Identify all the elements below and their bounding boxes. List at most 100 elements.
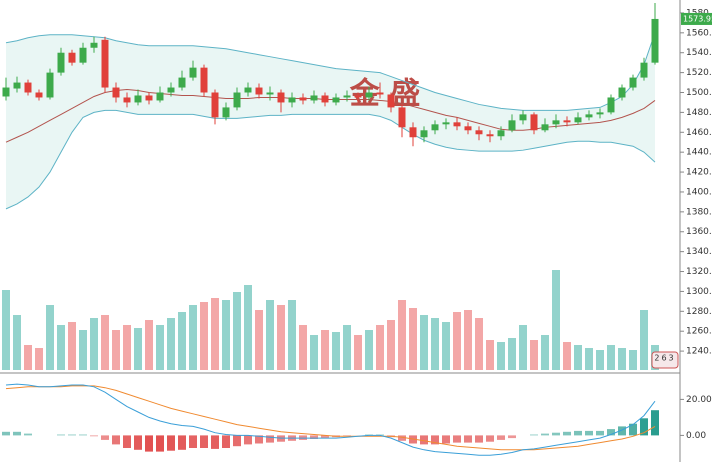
macd-bar xyxy=(57,434,65,436)
volume-bar xyxy=(200,302,208,370)
macd-bar xyxy=(156,435,164,452)
candle-body xyxy=(354,95,362,98)
candle-body xyxy=(409,127,417,138)
volume-bar xyxy=(387,320,395,370)
volume-bar xyxy=(640,310,648,370)
candle-body xyxy=(629,77,637,88)
badge-label: 263 xyxy=(654,354,675,363)
macd-bar xyxy=(475,435,483,443)
dea-line xyxy=(5,385,656,451)
volume-bar xyxy=(299,325,307,370)
candle-body xyxy=(398,107,406,128)
macd-bar xyxy=(574,430,582,436)
candle-body xyxy=(453,122,461,127)
volume-bar xyxy=(90,318,98,370)
y-tick-label: 1320.00 xyxy=(686,267,712,277)
volume-bar xyxy=(475,318,483,370)
volume-bar xyxy=(354,335,362,370)
y-tick-label: 1440.00 xyxy=(686,148,712,158)
candle-body xyxy=(46,72,54,98)
y-tick-label: 20.00 xyxy=(686,395,712,405)
macd-bar xyxy=(552,432,560,436)
y-tick-label: 1260.00 xyxy=(686,327,712,337)
candle-body xyxy=(255,87,263,95)
candle-body xyxy=(145,95,153,101)
candle-body xyxy=(618,87,626,98)
macd-bar xyxy=(508,435,516,439)
candle-body xyxy=(299,97,307,101)
macd-bar xyxy=(255,435,263,444)
macd-bar xyxy=(618,426,626,436)
macd-bar xyxy=(651,410,659,436)
candle-body xyxy=(541,124,549,131)
macd-bar xyxy=(431,435,439,445)
macd-bar xyxy=(640,418,648,436)
y-tick-label: 1520.00 xyxy=(686,68,712,78)
volume-bar xyxy=(211,298,219,370)
y-tick-label: 1360.00 xyxy=(686,227,712,237)
candle-body xyxy=(233,92,241,108)
volume-bar xyxy=(508,338,516,370)
volume-bar xyxy=(530,340,538,370)
macd-bar xyxy=(585,430,593,436)
candle-body xyxy=(497,130,505,137)
candle-body xyxy=(486,134,494,137)
volume-bar xyxy=(376,325,384,370)
candle-body xyxy=(222,107,230,118)
candle-body xyxy=(365,92,373,98)
macd-bar xyxy=(24,433,32,436)
volume-bar xyxy=(79,330,87,370)
candle-body xyxy=(68,52,76,63)
candle-body xyxy=(508,120,516,131)
volume-bar xyxy=(35,348,43,370)
volume-bar xyxy=(57,325,65,370)
watermark: 金 盛 xyxy=(349,77,420,112)
candle-body xyxy=(607,97,615,113)
macd-bar xyxy=(541,433,549,436)
macd-bar xyxy=(189,435,197,448)
candle-body xyxy=(167,87,175,93)
macd-bar xyxy=(420,435,428,445)
macd-bar xyxy=(167,435,175,451)
volume-bar xyxy=(189,305,197,370)
candle-body xyxy=(431,124,439,131)
dif-line xyxy=(5,383,656,456)
candle-body xyxy=(123,97,131,103)
candle-body xyxy=(35,92,43,98)
candle-body xyxy=(90,42,98,48)
volume-bar xyxy=(343,325,351,370)
volume-bar xyxy=(596,350,604,370)
volume-bar xyxy=(255,310,263,370)
macd-bar xyxy=(68,434,76,436)
candle-body xyxy=(321,95,329,103)
candle-body xyxy=(266,92,274,95)
candle-body xyxy=(651,18,659,63)
y-tick-label: 1420.00 xyxy=(686,168,712,178)
volume-bar xyxy=(156,325,164,370)
volume-bar xyxy=(453,312,461,370)
volume-bar xyxy=(442,322,450,370)
y-tick-label: 1460.00 xyxy=(686,128,712,138)
macd-bar xyxy=(145,435,153,452)
macd-bar xyxy=(123,435,131,448)
volume-bar xyxy=(629,350,637,370)
candle-body xyxy=(134,95,142,103)
band-fill xyxy=(6,32,655,209)
volume-bar xyxy=(519,325,527,370)
y-tick-label: 1540.00 xyxy=(686,48,712,58)
volume-bar xyxy=(13,315,21,370)
candle-body xyxy=(420,130,428,138)
candle-body xyxy=(57,52,65,73)
volume-bar xyxy=(24,345,32,370)
candle-body xyxy=(200,67,208,93)
candle-body xyxy=(574,117,582,123)
macd-bar xyxy=(596,430,604,436)
price-tag xyxy=(681,12,712,25)
macd-bar xyxy=(563,431,571,436)
volume-bar xyxy=(585,348,593,370)
volume-bar xyxy=(310,335,318,370)
volume-bar xyxy=(233,292,241,370)
y-tick-label: 1480.00 xyxy=(686,108,712,118)
volume-bar xyxy=(145,320,153,370)
lower-band xyxy=(5,109,656,210)
